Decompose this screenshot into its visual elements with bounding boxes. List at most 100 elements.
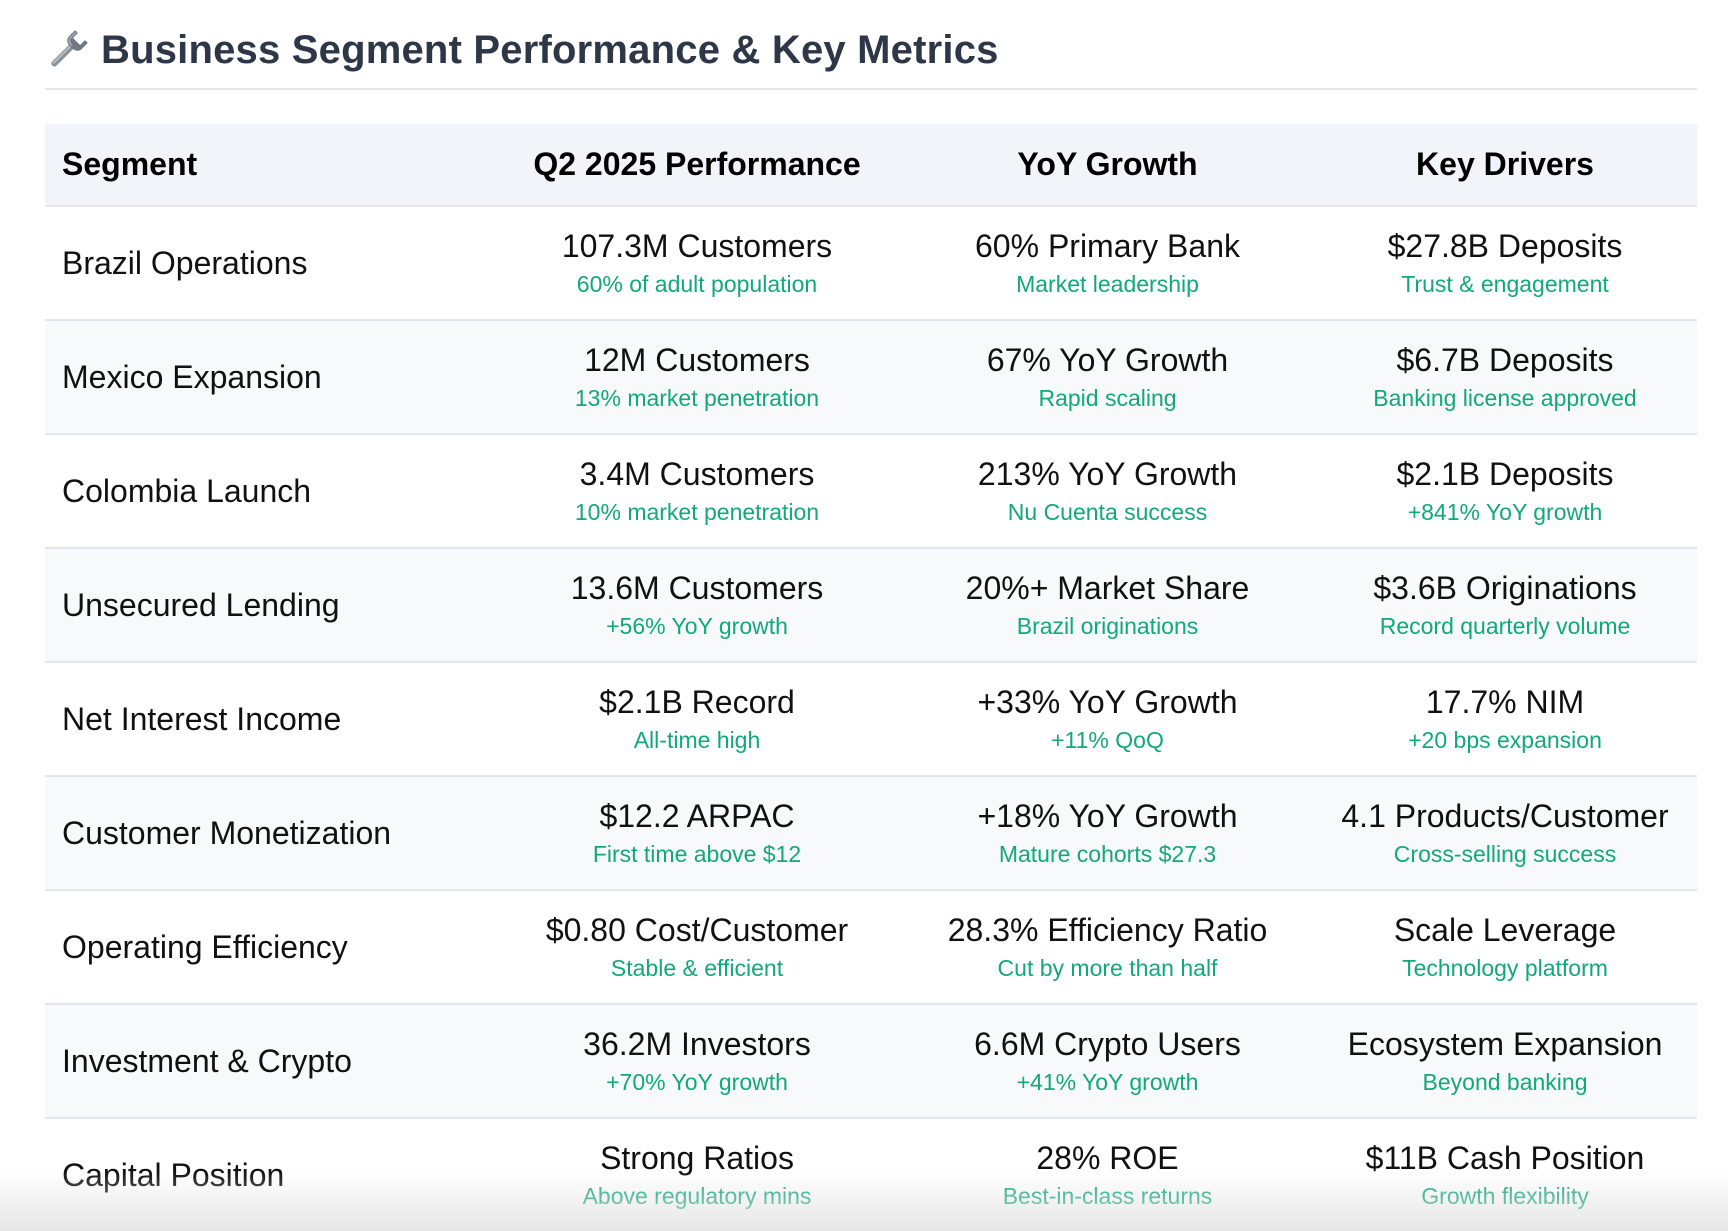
growth-cell: 6.6M Crypto Users +41% YoY growth [902,1004,1313,1119]
performance-value: Strong Ratios [600,1140,794,1176]
drivers-note: Technology platform [1402,955,1608,981]
segment-name: Colombia Launch [45,434,492,549]
performance-cell: 36.2M Investors +70% YoY growth [492,1004,902,1119]
performance-note: +56% YoY growth [606,613,788,639]
table-row: Unsecured Lending 13.6M Customers +56% Yo… [45,548,1697,663]
performance-cell: $12.2 ARPAC First time above $12 [492,776,902,891]
drivers-cell: $27.8B Deposits Trust & engagement [1313,206,1697,321]
performance-cell: $0.80 Cost/Customer Stable & efficient [492,890,902,1005]
growth-cell: 60% Primary Bank Market leadership [902,206,1313,321]
growth-value: 6.6M Crypto Users [974,1026,1241,1062]
growth-cell: +18% YoY Growth Mature cohorts $27.3 [902,776,1313,891]
segment-name: Brazil Operations [45,206,492,321]
drivers-note: Beyond banking [1422,1069,1588,1095]
growth-cell: 20%+ Market Share Brazil originations [902,548,1313,663]
segment-name: Investment & Crypto [45,1004,492,1119]
column-header-performance: Q2 2025 Performance [492,124,902,207]
performance-cell: Strong Ratios Above regulatory mins [492,1118,902,1231]
drivers-value: 17.7% NIM [1425,684,1585,720]
growth-value: 28.3% Efficiency Ratio [947,912,1268,948]
growth-note: Cut by more than half [997,955,1218,981]
segment-name: Net Interest Income [45,662,492,777]
segment-name: Mexico Expansion [45,320,492,435]
drivers-cell: Ecosystem Expansion Beyond banking [1313,1004,1697,1119]
column-header-growth: YoY Growth [902,124,1313,207]
drivers-cell: Scale Leverage Technology platform [1313,890,1697,1005]
wrench-icon [45,27,91,73]
segment-name: Operating Efficiency [45,890,492,1005]
growth-note: +11% QoQ [1051,727,1164,753]
performance-cell: $2.1B Record All-time high [492,662,902,777]
growth-cell: 213% YoY Growth Nu Cuenta success [902,434,1313,549]
performance-value: $0.80 Cost/Customer [545,912,849,948]
drivers-note: Growth flexibility [1421,1183,1589,1209]
segment-metrics-table: Segment Q2 2025 Performance YoY Growth K… [45,124,1697,1231]
drivers-value: $2.1B Deposits [1396,456,1614,492]
performance-value: 107.3M Customers [561,228,833,264]
table-row: Mexico Expansion 12M Customers 13% market… [45,320,1697,435]
performance-value: $2.1B Record [599,684,795,720]
performance-value: 12M Customers [584,342,810,378]
growth-value: +18% YoY Growth [977,798,1238,834]
page-header: Business Segment Performance & Key Metri… [45,18,1697,90]
drivers-note: +20 bps expansion [1408,727,1602,753]
performance-value: 3.4M Customers [579,456,815,492]
drivers-cell: $11B Cash Position Growth flexibility [1313,1118,1697,1231]
drivers-cell: 4.1 Products/Customer Cross-selling succe… [1313,776,1697,891]
performance-note: 13% market penetration [574,385,820,411]
table-row: Investment & Crypto 36.2M Investors +70% … [45,1004,1697,1119]
growth-value: 213% YoY Growth [977,456,1238,492]
growth-note: Brazil originations [1016,613,1199,639]
growth-note: +41% YoY growth [1016,1069,1199,1095]
growth-cell: 28.3% Efficiency Ratio Cut by more than h… [902,890,1313,1005]
performance-note: Above regulatory mins [582,1183,812,1209]
column-header-segment: Segment [45,124,492,207]
drivers-value: $3.6B Originations [1373,570,1637,606]
table-row: Operating Efficiency $0.80 Cost/Customer… [45,890,1697,1005]
performance-value: 13.6M Customers [570,570,824,606]
drivers-note: Banking license approved [1373,385,1637,411]
segment-name: Customer Monetization [45,776,492,891]
drivers-note: +841% YoY growth [1407,499,1603,525]
performance-cell: 107.3M Customers 60% of adult population [492,206,902,321]
growth-cell: +33% YoY Growth +11% QoQ [902,662,1313,777]
drivers-value: $27.8B Deposits [1387,228,1623,264]
table-row: Colombia Launch 3.4M Customers 10% market… [45,434,1697,549]
table-row: Brazil Operations 107.3M Customers 60% of… [45,206,1697,321]
table-row: Capital Position Strong Ratios Above regu… [45,1118,1697,1231]
drivers-value: Ecosystem Expansion [1347,1026,1663,1062]
table-header-row: Segment Q2 2025 Performance YoY Growth K… [45,124,1697,207]
segment-name: Unsecured Lending [45,548,492,663]
segment-name: Capital Position [45,1118,492,1231]
performance-cell: 12M Customers 13% market penetration [492,320,902,435]
performance-note: +70% YoY growth [606,1069,788,1095]
drivers-note: Trust & engagement [1401,271,1609,297]
page-title: Business Segment Performance & Key Metri… [101,27,999,72]
growth-note: Best-in-class returns [1002,1183,1213,1209]
drivers-value: 4.1 Products/Customer [1341,798,1669,834]
drivers-value: $11B Cash Position [1365,1140,1645,1176]
performance-value: 36.2M Investors [583,1026,811,1062]
growth-cell: 67% YoY Growth Rapid scaling [902,320,1313,435]
growth-note: Rapid scaling [1038,385,1177,411]
table-row: Customer Monetization $12.2 ARPAC First t… [45,776,1697,891]
growth-value: 20%+ Market Share [965,570,1250,606]
performance-note: First time above $12 [592,841,802,867]
performance-note: 60% of adult population [576,271,818,297]
performance-note: 10% market penetration [574,499,820,525]
growth-value: 67% YoY Growth [986,342,1229,378]
performance-note: All-time high [633,727,761,753]
growth-value: 28% ROE [1036,1140,1179,1176]
column-header-drivers: Key Drivers [1313,124,1697,207]
drivers-cell: $3.6B Originations Record quarterly volum… [1313,548,1697,663]
drivers-value: Scale Leverage [1393,912,1617,948]
drivers-note: Cross-selling success [1393,841,1617,867]
performance-note: Stable & efficient [610,955,784,981]
performance-cell: 3.4M Customers 10% market penetration [492,434,902,549]
performance-cell: 13.6M Customers +56% YoY growth [492,548,902,663]
drivers-cell: $6.7B Deposits Banking license approved [1313,320,1697,435]
table-row: Net Interest Income $2.1B Record All-time… [45,662,1697,777]
growth-value: +33% YoY Growth [977,684,1238,720]
drivers-note: Record quarterly volume [1379,613,1631,639]
